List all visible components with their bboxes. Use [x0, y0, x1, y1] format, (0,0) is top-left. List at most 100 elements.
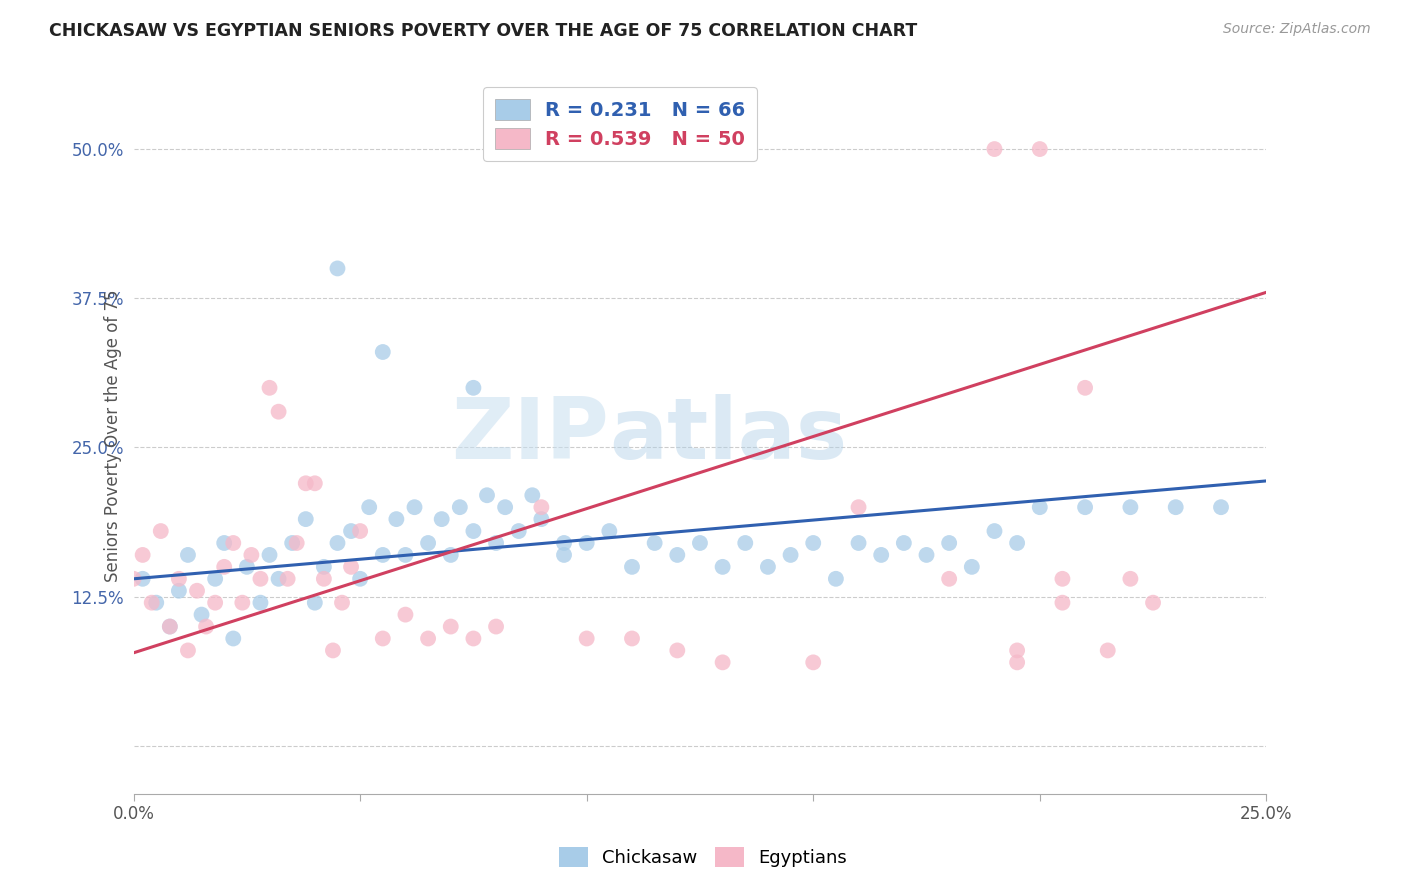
Point	[508, 524, 530, 538]
Point	[249, 596, 271, 610]
Point	[530, 500, 553, 515]
Point	[222, 632, 245, 646]
Point	[312, 572, 335, 586]
Point	[404, 500, 426, 515]
Point	[267, 572, 290, 586]
Point	[326, 261, 349, 276]
Point	[960, 560, 983, 574]
Point	[1142, 596, 1164, 610]
Point	[1097, 643, 1119, 657]
Point	[779, 548, 801, 562]
Point	[983, 524, 1005, 538]
Point	[463, 632, 485, 646]
Point	[598, 524, 620, 538]
Point	[1029, 500, 1052, 515]
Point	[485, 536, 508, 550]
Point	[848, 500, 870, 515]
Y-axis label: Seniors Poverty Over the Age of 75: Seniors Poverty Over the Age of 75	[104, 289, 122, 582]
Point	[430, 512, 453, 526]
Point	[666, 548, 689, 562]
Point	[186, 583, 208, 598]
Point	[281, 536, 304, 550]
Point	[1164, 500, 1187, 515]
Point	[371, 345, 394, 359]
Point	[449, 500, 471, 515]
Point	[131, 548, 153, 562]
Point	[870, 548, 893, 562]
Point	[359, 500, 381, 515]
Point	[212, 560, 235, 574]
Point	[385, 512, 408, 526]
Point	[530, 512, 553, 526]
Point	[159, 619, 181, 633]
Point	[983, 142, 1005, 156]
Point	[756, 560, 779, 574]
Text: CHICKASAW VS EGYPTIAN SENIORS POVERTY OVER THE AGE OF 75 CORRELATION CHART: CHICKASAW VS EGYPTIAN SENIORS POVERTY OV…	[49, 22, 918, 40]
Text: ZIP: ZIP	[451, 394, 609, 477]
Point	[938, 536, 960, 550]
Point	[1005, 656, 1028, 670]
Point	[394, 548, 416, 562]
Point	[285, 536, 308, 550]
Point	[349, 524, 371, 538]
Point	[177, 548, 200, 562]
Point	[141, 596, 163, 610]
Point	[475, 488, 498, 502]
Point	[304, 596, 326, 610]
Point	[801, 536, 824, 550]
Point	[666, 643, 689, 657]
Point	[522, 488, 544, 502]
Point	[938, 572, 960, 586]
Point	[122, 572, 145, 586]
Point	[326, 536, 349, 550]
Point	[294, 512, 316, 526]
Point	[553, 548, 575, 562]
Point	[322, 643, 344, 657]
Legend: Chickasaw, Egyptians: Chickasaw, Egyptians	[551, 839, 855, 874]
Point	[240, 548, 263, 562]
Point	[463, 381, 485, 395]
Point	[1005, 536, 1028, 550]
Point	[553, 536, 575, 550]
Point	[915, 548, 938, 562]
Point	[177, 643, 200, 657]
Text: Source: ZipAtlas.com: Source: ZipAtlas.com	[1223, 22, 1371, 37]
Point	[1052, 572, 1074, 586]
Point	[340, 560, 363, 574]
Point	[1119, 500, 1142, 515]
Point	[340, 524, 363, 538]
Point	[394, 607, 416, 622]
Point	[416, 536, 439, 550]
Point	[231, 596, 253, 610]
Point	[371, 632, 394, 646]
Point	[1052, 596, 1074, 610]
Point	[159, 619, 181, 633]
Point	[416, 632, 439, 646]
Point	[848, 536, 870, 550]
Point	[1074, 381, 1097, 395]
Point	[644, 536, 666, 550]
Point	[204, 572, 226, 586]
Point	[259, 548, 281, 562]
Point	[236, 560, 259, 574]
Point	[440, 548, 463, 562]
Point	[801, 656, 824, 670]
Point	[249, 572, 271, 586]
Point	[1029, 142, 1052, 156]
Point	[689, 536, 711, 550]
Legend: R = 0.231   N = 66, R = 0.539   N = 50: R = 0.231 N = 66, R = 0.539 N = 50	[484, 87, 758, 161]
Point	[485, 619, 508, 633]
Point	[277, 572, 299, 586]
Point	[167, 583, 190, 598]
Point	[267, 405, 290, 419]
Point	[494, 500, 516, 515]
Point	[190, 607, 212, 622]
Point	[440, 619, 463, 633]
Point	[1005, 643, 1028, 657]
Point	[131, 572, 153, 586]
Point	[349, 572, 371, 586]
Point	[195, 619, 218, 633]
Point	[734, 536, 756, 550]
Point	[304, 476, 326, 491]
Point	[620, 632, 643, 646]
